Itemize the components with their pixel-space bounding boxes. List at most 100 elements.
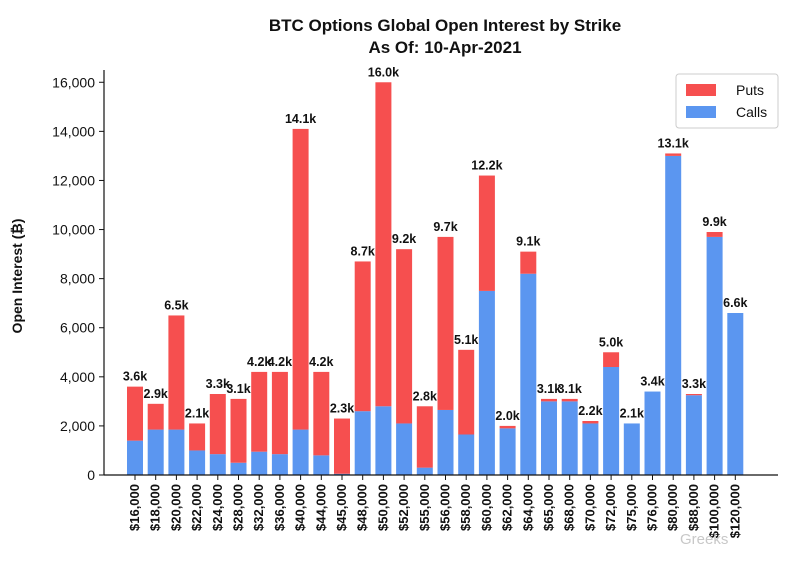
bar-puts-70000 [582,421,599,424]
y-tick-label: 16,000 [52,74,95,90]
bar-calls-45000 [334,473,350,475]
x-tick-label-22000: $22,000 [189,484,204,531]
data-label-56000: 9.7k [433,220,457,234]
bar-puts-22000 [189,423,206,451]
x-tick-label-58000: $58,000 [458,484,473,531]
bar-group [127,82,744,475]
bar-calls-24000 [209,454,226,475]
data-label-55000: 2.8k [413,389,437,403]
bar-puts-88000 [685,394,702,396]
bar-puts-24000 [209,394,226,455]
x-tick-label-60000: $60,000 [479,484,494,531]
y-tick-label: 8,000 [60,271,95,287]
data-label-32000: 4.2k [247,355,271,369]
legend: Puts Calls [675,73,779,129]
bar-calls-65000 [541,401,557,475]
data-label-48000: 8.7k [351,244,375,258]
bar-puts-64000 [520,251,537,274]
data-label-60000: 12.2k [471,159,502,173]
bar-calls-40000 [292,429,309,475]
data-label-45000: 2.3k [330,402,354,416]
bar-calls-36000 [271,454,288,475]
data-label-62000: 2.0k [495,409,519,423]
bar-calls-100000 [706,236,723,475]
x-tick-label-80000: $80,000 [665,484,680,531]
x-tick-label-32000: $32,000 [251,484,266,531]
data-label-52000: 9.2k [392,232,416,246]
y-tick-label: 12,000 [52,172,95,188]
data-label-65000: 3.1k [537,382,561,396]
data-label-72000: 5.0k [599,335,623,349]
bar-puts-36000 [271,371,288,455]
y-tick-label: 14,000 [52,123,95,139]
data-label-18000: 2.9k [144,387,168,401]
bar-puts-32000 [251,371,268,452]
bar-puts-65000 [541,398,557,402]
axes-group: $16,000 $18,000 $20,000 $22,000 $24,000 $28,0… [52,70,778,538]
data-label-88000: 3.3k [682,377,706,391]
bar-calls-56000 [437,409,454,475]
bar-puts-48000 [354,261,371,412]
bar-calls-28000 [230,462,247,475]
bar-calls-70000 [582,423,599,475]
bar-calls-72000 [603,367,620,475]
x-tick-label-120000: $120,000 [727,484,742,538]
x-tick-label-20000: $20,000 [168,484,183,531]
x-tick-label-88000: $88,000 [686,484,701,531]
legend-swatch-calls [686,106,716,118]
bar-puts-56000 [437,236,454,410]
bar-puts-40000 [292,128,309,430]
bar-puts-60000 [478,175,495,291]
x-tick-label-62000: $62,000 [500,484,515,531]
bar-puts-50000 [375,82,392,407]
legend-label-calls: Calls [736,104,767,120]
bar-puts-68000 [561,398,578,402]
y-tick-label: 6,000 [60,320,95,336]
y-tick-label: 10,000 [52,222,95,238]
x-tick-label-68000: $68,000 [562,484,577,531]
bar-puts-58000 [458,349,475,435]
x-tick-label-70000: $70,000 [582,484,597,531]
x-tick-label-45000: $45,000 [334,484,349,531]
bar-calls-50000 [375,406,392,475]
legend-swatch-puts [686,84,716,96]
data-label-100000: 9.9k [702,215,726,229]
bar-calls-68000 [561,401,578,475]
bar-calls-60000 [478,290,495,475]
data-label-44000: 4.2k [309,355,333,369]
watermark-text: Greeks [680,531,728,548]
x-tick-label-18000: $18,000 [148,484,163,531]
x-tick-label-76000: $76,000 [645,484,660,531]
data-label-50000: 16.0k [368,65,399,79]
x-tick-label-65000: $65,000 [541,484,556,531]
x-tick-label-40000: $40,000 [293,484,308,531]
data-label-22000: 2.1k [185,406,209,420]
data-label-75000: 2.1k [620,406,644,420]
x-tick-label-56000: $56,000 [438,484,453,531]
x-tick-label-64000: $64,000 [520,484,535,531]
bar-calls-62000 [499,428,516,475]
bar-puts-80000 [665,153,682,156]
x-tick-label-52000: $52,000 [396,484,411,531]
bar-puts-100000 [706,232,723,237]
data-label-24000: 3.3k [206,377,230,391]
bar-calls-64000 [520,273,537,475]
bar-puts-28000 [230,398,247,463]
bar-calls-48000 [354,411,371,475]
bar-calls-75000 [623,423,640,475]
y-tick-label: 4,000 [60,369,95,385]
x-tick-label-44000: $44,000 [313,484,328,531]
x-tick-label-50000: $50,000 [375,484,390,531]
chart-subtitle: As Of: 10-Apr-2021 [368,38,521,57]
x-tick-label-36000: $36,000 [272,484,287,531]
x-tick-label-24000: $24,000 [210,484,225,531]
bar-calls-55000 [416,467,433,475]
bar-calls-80000 [665,155,682,475]
chart-title: BTC Options Global Open Interest by Stri… [269,16,621,35]
bar-calls-88000 [685,395,702,475]
x-tick-label-28000: $28,000 [231,484,246,531]
x-tick-label-75000: $75,000 [624,484,639,531]
data-label-20000: 6.5k [164,298,188,312]
bar-calls-20000 [168,429,185,475]
